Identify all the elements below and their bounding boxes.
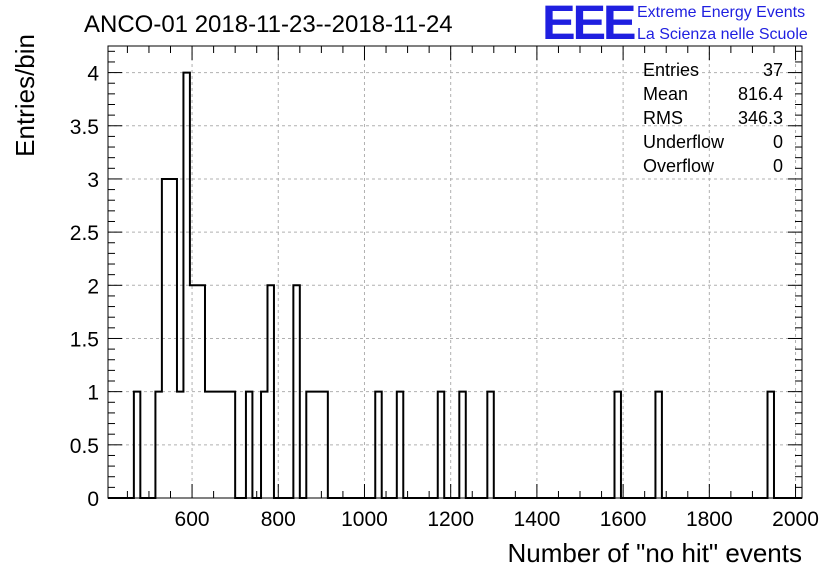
stats-label: RMS — [643, 108, 683, 128]
stats-value: 816.4 — [737, 84, 783, 104]
x-tick-label: 1800 — [686, 508, 733, 531]
stats-label: Overflow — [643, 156, 715, 176]
x-tick-label: 1400 — [514, 508, 561, 531]
y-tick-label: 2.5 — [70, 222, 99, 245]
y-tick-labels: 0 0.5 1 1.5 2 2.5 3 3.5 4 — [70, 63, 100, 511]
y-tick-label: 3 — [87, 169, 99, 192]
x-tick-label: 1000 — [341, 508, 388, 531]
stats-value: 0 — [772, 132, 783, 152]
x-axis-label: Number of "no hit" events — [508, 538, 803, 568]
stats-value: 346.3 — [737, 108, 783, 128]
y-axis-label: Entries/bin — [10, 34, 40, 157]
stats-row-entries: Entries 37 — [643, 58, 783, 82]
stats-row-rms: RMS 346.3 — [643, 106, 783, 130]
y-tick-label: 1.5 — [70, 328, 99, 351]
stats-row-mean: Mean 816.4 — [643, 82, 783, 106]
y-tick-label: 3.5 — [70, 116, 99, 139]
stats-label: Underflow — [643, 132, 725, 152]
stats-label: Entries — [643, 60, 700, 80]
logo-line-2: La Scienza nelle Scuole — [637, 26, 808, 43]
x-tick-label: 600 — [175, 508, 210, 531]
stats-row-underflow: Underflow 0 — [643, 130, 783, 154]
y-tick-label: 0.5 — [70, 435, 99, 458]
x-tick-label: 800 — [261, 508, 296, 531]
logo-line-1: Extreme Energy Events — [637, 4, 806, 21]
x-tick-label: 2000 — [772, 508, 819, 531]
y-tick-label: 0 — [87, 488, 99, 511]
x-tick-label: 1600 — [600, 508, 647, 531]
stats-value: 0 — [772, 156, 783, 176]
chart-title: ANCO-01 2018-11-23--2018-11-24 — [84, 11, 453, 38]
stats-box: Entries 37 Mean 816.4 RMS 346.3 Underflo… — [643, 58, 783, 178]
x-tick-labels: 600 800 1000 1200 1400 1600 1800 2000 — [175, 508, 819, 531]
y-tick-label: 2 — [87, 275, 99, 298]
y-tick-label: 1 — [87, 382, 99, 405]
histogram-outline — [108, 71, 802, 499]
stats-label: Mean — [643, 84, 689, 104]
eee-logo: EEE — [542, 0, 637, 50]
stats-value: 37 — [762, 60, 783, 80]
y-tick-label: 4 — [87, 63, 99, 86]
stats-row-overflow: Overflow 0 — [643, 154, 783, 178]
x-tick-label: 1200 — [427, 508, 474, 531]
